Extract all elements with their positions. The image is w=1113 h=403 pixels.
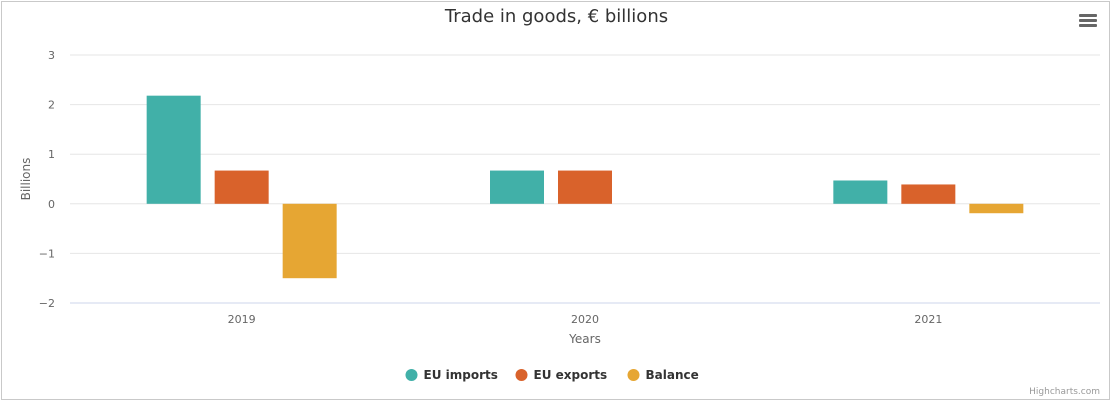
legend-marker-eu-exports[interactable] xyxy=(515,369,528,381)
y-tick-label: 1 xyxy=(48,148,55,161)
chart-title: Trade in goods, € billions xyxy=(444,6,669,27)
legend-item-eu-imports[interactable]: EU imports xyxy=(424,368,498,382)
bar-balance[interactable] xyxy=(282,203,337,279)
y-tick-label: −1 xyxy=(39,247,55,260)
x-tick-label: 2021 xyxy=(914,313,942,326)
bar-eu-imports[interactable] xyxy=(833,180,888,204)
bar-eu-exports[interactable] xyxy=(901,184,956,204)
bar-eu-exports[interactable] xyxy=(558,170,612,204)
x-tick-label: 2020 xyxy=(571,313,599,326)
bar-balance[interactable] xyxy=(969,203,1024,214)
bar-eu-exports[interactable] xyxy=(214,170,269,204)
x-axis-title: Years xyxy=(568,332,601,346)
y-axis-title: Billions xyxy=(19,158,33,201)
legend-item-balance[interactable]: Balance xyxy=(646,368,699,382)
legend-marker-eu-imports[interactable] xyxy=(405,369,418,381)
legend-marker-balance[interactable] xyxy=(627,369,640,381)
x-tick-label: 2019 xyxy=(228,313,256,326)
y-tick-label: 2 xyxy=(48,99,55,112)
bar-eu-imports[interactable] xyxy=(490,170,544,204)
hamburger-menu-icon[interactable] xyxy=(1079,14,1099,30)
y-tick-label: 0 xyxy=(48,198,55,211)
bar-eu-imports[interactable] xyxy=(146,95,201,204)
y-tick-label: −2 xyxy=(39,297,55,310)
credits-link[interactable]: Highcharts.com xyxy=(1029,387,1100,397)
legend-item-eu-exports[interactable]: EU exports xyxy=(534,368,608,382)
y-tick-label: 3 xyxy=(48,49,55,62)
